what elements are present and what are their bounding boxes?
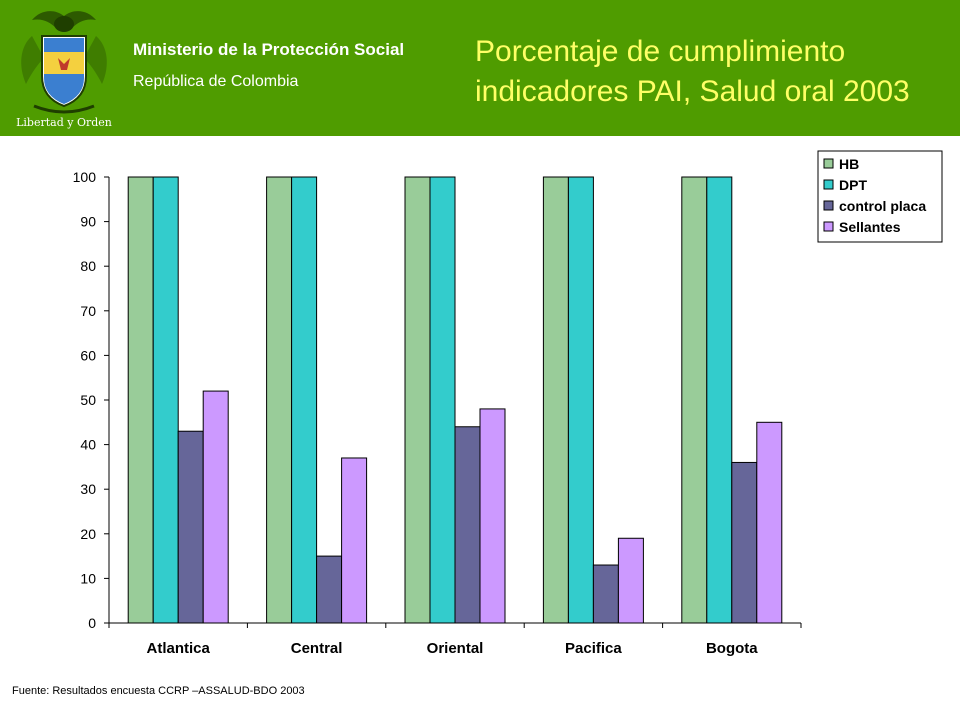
legend-swatch — [823, 158, 834, 169]
bar-oriental-sellantes — [479, 408, 506, 624]
bars-group — [127, 176, 783, 624]
y-tick-label: 40 — [80, 437, 96, 453]
x-category-label: Pacifica — [565, 640, 622, 657]
legend-box — [817, 150, 943, 243]
y-tick-label: 20 — [80, 526, 96, 542]
legend-label: control placa — [839, 198, 926, 214]
bar-atlantica-control-placa — [177, 430, 204, 624]
y-tick-label: 50 — [80, 392, 96, 408]
bar-bogota-dpt — [706, 176, 733, 624]
legend-swatch — [823, 221, 834, 232]
bar-pacifica-hb — [542, 176, 569, 624]
legend-label: DPT — [839, 177, 867, 193]
y-tick-label: 90 — [80, 214, 96, 230]
legend-swatch — [823, 179, 834, 190]
y-tick-label: 80 — [80, 258, 96, 274]
y-tick-label: 10 — [80, 570, 96, 586]
header-banner: Libertad y Orden Ministerio de la Protec… — [0, 0, 960, 136]
x-axis: Atlantica Central Oriental Pacifica Bogota — [108, 622, 802, 657]
coat-of-arms-logo: Libertad y Orden — [16, 11, 112, 129]
bar-central-sellantes — [341, 457, 368, 624]
bar-bogota-hb — [681, 176, 708, 624]
bar-pacifica-sellantes — [617, 537, 644, 624]
source-note: Fuente: Resultados encuesta CCRP –ASSALU… — [12, 685, 305, 697]
bar-central-dpt — [291, 176, 318, 624]
bar-pacifica-dpt — [567, 176, 594, 624]
bar-central-hb — [266, 176, 293, 624]
legend-label: Sellantes — [839, 219, 901, 235]
y-tick-label: 60 — [80, 347, 96, 363]
y-axis: 0 10 20 30 40 50 60 70 80 90 100 — [73, 169, 110, 631]
ministry-name: Ministerio de la Protección Social — [133, 40, 405, 59]
x-category-label: Bogota — [706, 640, 758, 657]
title-line-2: indicadores PAI, Salud oral 2003 — [475, 75, 910, 108]
bar-atlantica-dpt — [152, 176, 179, 624]
bar-oriental-dpt — [429, 176, 456, 624]
bar-central-control-placa — [316, 555, 343, 624]
x-category-label: Central — [291, 640, 343, 657]
y-tick-label: 30 — [80, 481, 96, 497]
bar-bogota-sellantes — [756, 421, 783, 624]
bar-chart: 0 10 20 30 40 50 60 70 80 90 100 Atlantica Central O… — [73, 150, 943, 657]
logo-motto: Libertad y Orden — [16, 116, 112, 129]
bar-bogota-control-placa — [731, 461, 758, 624]
chart-legend: HB DPT control placa Sellantes — [817, 150, 943, 243]
bar-oriental-control-placa — [454, 426, 481, 624]
y-tick-label: 0 — [88, 615, 96, 631]
slide-title: Porcentaje de cumplimiento indicadores P… — [475, 32, 955, 112]
title-line-1: Porcentaje de cumplimiento — [475, 35, 846, 68]
legend-label: HB — [839, 156, 859, 172]
y-tick-label: 100 — [73, 169, 97, 185]
bar-atlantica-hb — [127, 176, 154, 624]
bar-atlantica-sellantes — [202, 390, 229, 624]
x-category-label: Atlantica — [147, 640, 211, 657]
bar-pacifica-control-placa — [592, 564, 619, 624]
y-tick-label: 70 — [80, 303, 96, 319]
legend-swatch — [823, 200, 834, 211]
x-category-label: Oriental — [427, 640, 484, 657]
republic-name: República de Colombia — [133, 73, 299, 90]
bar-oriental-hb — [404, 176, 431, 624]
